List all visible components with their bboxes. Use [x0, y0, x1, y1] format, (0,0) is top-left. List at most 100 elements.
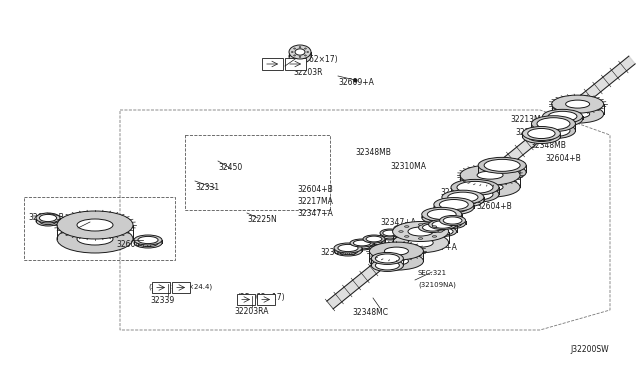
Ellipse shape	[369, 242, 424, 260]
Ellipse shape	[366, 236, 382, 242]
Ellipse shape	[385, 257, 408, 265]
Text: 32348MB: 32348MB	[530, 141, 566, 150]
Ellipse shape	[428, 209, 456, 219]
Ellipse shape	[394, 225, 412, 231]
Ellipse shape	[528, 131, 555, 141]
Text: 32609+A: 32609+A	[338, 78, 374, 87]
Ellipse shape	[376, 261, 399, 270]
Text: 32347+A: 32347+A	[380, 218, 416, 227]
Ellipse shape	[404, 226, 409, 227]
Ellipse shape	[295, 49, 305, 55]
Ellipse shape	[422, 224, 443, 231]
Ellipse shape	[383, 230, 397, 236]
Ellipse shape	[299, 56, 301, 57]
Ellipse shape	[419, 222, 447, 232]
Text: 32203RA: 32203RA	[234, 307, 269, 316]
Ellipse shape	[419, 225, 447, 235]
Text: 32348MB: 32348MB	[355, 148, 391, 157]
Ellipse shape	[36, 213, 60, 223]
Ellipse shape	[440, 215, 466, 225]
Ellipse shape	[522, 126, 561, 141]
Text: 32347+A: 32347+A	[515, 128, 551, 137]
Text: 32339: 32339	[150, 296, 174, 305]
Ellipse shape	[531, 123, 575, 139]
Text: 32331: 32331	[195, 183, 219, 192]
Ellipse shape	[397, 229, 410, 233]
Ellipse shape	[138, 236, 158, 244]
Ellipse shape	[440, 218, 466, 228]
Ellipse shape	[289, 45, 311, 59]
Bar	[285, 58, 306, 70]
Text: 32348MC: 32348MC	[352, 308, 388, 317]
Ellipse shape	[385, 247, 408, 255]
Ellipse shape	[305, 55, 307, 56]
Text: 32348MB: 32348MB	[440, 188, 476, 197]
Text: 32450: 32450	[218, 163, 243, 172]
Text: 32310MA: 32310MA	[390, 162, 426, 171]
Ellipse shape	[294, 55, 296, 56]
Ellipse shape	[363, 235, 385, 243]
Ellipse shape	[134, 235, 162, 245]
Ellipse shape	[363, 238, 385, 246]
Ellipse shape	[552, 105, 604, 123]
Ellipse shape	[380, 229, 400, 237]
Ellipse shape	[478, 164, 526, 180]
Ellipse shape	[77, 219, 113, 231]
Text: (32109NA): (32109NA)	[418, 281, 456, 288]
Ellipse shape	[404, 235, 409, 237]
Ellipse shape	[448, 195, 478, 205]
Ellipse shape	[338, 244, 358, 251]
Ellipse shape	[457, 188, 493, 201]
Text: 32348MD: 32348MD	[320, 248, 356, 257]
Ellipse shape	[369, 252, 424, 270]
Ellipse shape	[477, 183, 503, 191]
Ellipse shape	[440, 202, 468, 212]
Ellipse shape	[294, 48, 296, 49]
Ellipse shape	[397, 226, 410, 230]
Ellipse shape	[419, 224, 423, 225]
Ellipse shape	[371, 259, 403, 272]
Ellipse shape	[484, 166, 520, 178]
Ellipse shape	[40, 217, 57, 225]
Ellipse shape	[380, 232, 400, 240]
Ellipse shape	[353, 243, 371, 249]
Text: SEC.321: SEC.321	[418, 270, 447, 276]
Ellipse shape	[305, 48, 307, 49]
Ellipse shape	[57, 211, 133, 239]
Ellipse shape	[57, 225, 133, 253]
Ellipse shape	[548, 111, 577, 121]
Ellipse shape	[350, 242, 374, 250]
Ellipse shape	[442, 193, 484, 207]
Ellipse shape	[444, 217, 462, 224]
Text: 32604+B: 32604+B	[297, 185, 333, 194]
Ellipse shape	[408, 227, 433, 236]
Bar	[152, 282, 170, 293]
Text: 32604+B: 32604+B	[116, 240, 152, 249]
Ellipse shape	[442, 190, 484, 204]
Ellipse shape	[432, 235, 436, 237]
Ellipse shape	[376, 254, 399, 263]
Ellipse shape	[36, 216, 60, 226]
Ellipse shape	[399, 231, 403, 232]
Ellipse shape	[422, 227, 443, 234]
Ellipse shape	[334, 246, 362, 256]
Ellipse shape	[40, 214, 57, 222]
Ellipse shape	[531, 116, 575, 132]
Text: 32604+B: 32604+B	[476, 202, 512, 211]
Ellipse shape	[138, 240, 158, 247]
Ellipse shape	[366, 239, 382, 245]
Ellipse shape	[134, 238, 162, 248]
Ellipse shape	[543, 109, 582, 124]
Ellipse shape	[77, 233, 113, 245]
Ellipse shape	[307, 51, 308, 52]
Ellipse shape	[440, 199, 468, 209]
Ellipse shape	[457, 182, 493, 193]
Text: J32200SW: J32200SW	[570, 345, 609, 354]
Ellipse shape	[432, 226, 436, 227]
Ellipse shape	[434, 198, 474, 212]
Ellipse shape	[537, 125, 570, 137]
Ellipse shape	[408, 238, 433, 247]
Ellipse shape	[289, 49, 311, 63]
Text: 32213M: 32213M	[510, 115, 541, 124]
Ellipse shape	[392, 221, 449, 241]
